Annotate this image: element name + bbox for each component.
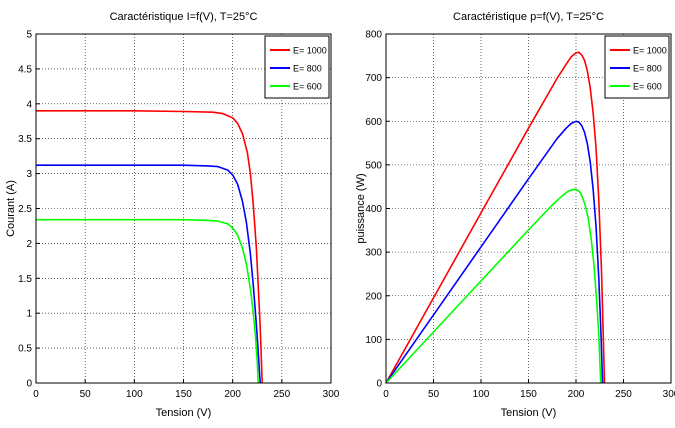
legend: E= 1000 E= 800 E= 600 — [604, 35, 670, 99]
grid — [36, 34, 331, 383]
series-curves — [36, 110, 263, 384]
x-tick-label: 200 — [568, 389, 585, 400]
y-tick-label: 5 — [26, 30, 32, 41]
legend-label: E= 800 — [293, 64, 322, 74]
x-tick-label: 250 — [273, 389, 290, 400]
legend-label: E= 1000 — [633, 46, 667, 56]
y-tick-label: 100 — [365, 335, 382, 346]
x-tick-label: 150 — [520, 389, 537, 400]
y-tick-label: 0.5 — [18, 344, 32, 355]
legend-label: E= 1000 — [293, 46, 327, 56]
series-curves — [385, 51, 606, 384]
y-tick-label: 4 — [26, 99, 32, 110]
y-tick-label: 200 — [365, 291, 382, 302]
y-tick-label: 1 — [26, 309, 32, 320]
chart-title: Caractéristique p=f(V), T=25°C — [453, 11, 604, 23]
series-line — [36, 164, 261, 384]
y-axis-label: puissance (W) — [355, 173, 367, 243]
series-line — [385, 120, 604, 384]
chart-power-voltage: 0 50 100 150 200 250 300 0 100 200 300 400 500 600 700… — [355, 11, 675, 419]
y-tick-label: 4.5 — [18, 64, 32, 75]
series-line — [385, 51, 606, 384]
legend-label: E= 800 — [633, 64, 662, 74]
chart-title: Caractéristique I=f(V), T=25°C — [110, 11, 258, 23]
x-tick-label: 300 — [323, 389, 340, 400]
x-tick-label: 50 — [428, 389, 440, 400]
tick-labels: 0 50 100 150 200 250 300 0 100 200 300 400 500 600 700… — [365, 30, 675, 401]
legend-label: E= 600 — [633, 82, 662, 92]
y-tick-label: 3.5 — [18, 134, 32, 145]
y-tick-label: 700 — [365, 73, 382, 84]
x-tick-label: 100 — [473, 389, 490, 400]
x-tick-label: 0 — [33, 389, 39, 400]
series-line — [385, 188, 602, 384]
series-line — [36, 218, 259, 384]
y-axis-label: Courant (A) — [5, 180, 17, 237]
y-tick-label: 1.5 — [18, 274, 32, 285]
y-tick-label: 2 — [26, 239, 32, 250]
x-tick-label: 0 — [383, 389, 389, 400]
y-tick-label: 600 — [365, 117, 382, 128]
legend: E= 1000 E= 800 E= 600 — [264, 35, 330, 99]
series-line — [36, 110, 263, 384]
x-tick-label: 150 — [175, 389, 192, 400]
y-tick-label: 0 — [26, 379, 32, 390]
x-axis-label: Tension (V) — [156, 407, 212, 419]
x-tick-label: 100 — [126, 389, 143, 400]
y-tick-label: 500 — [365, 160, 382, 171]
y-tick-label: 400 — [365, 204, 382, 215]
x-tick-label: 200 — [224, 389, 241, 400]
chart-current-voltage: 0 50 100 150 200 250 30000.511.522.533.544.55 … — [5, 11, 340, 419]
x-tick-label: 300 — [663, 389, 675, 400]
y-tick-label: 3 — [26, 169, 32, 180]
y-tick-label: 0 — [376, 379, 382, 390]
tick-labels: 0 50 100 150 200 250 300 0 0.5 1 1.5 2 2.5 3 3.5 4 4.5 5 — [18, 30, 340, 401]
y-tick-label: 300 — [365, 248, 382, 259]
x-axis-label: Tension (V) — [501, 407, 557, 419]
x-tick-label: 250 — [615, 389, 632, 400]
y-tick-label: 2.5 — [18, 204, 32, 215]
y-tick-label: 800 — [365, 30, 382, 41]
x-tick-label: 50 — [80, 389, 92, 400]
legend-label: E= 600 — [293, 82, 322, 92]
